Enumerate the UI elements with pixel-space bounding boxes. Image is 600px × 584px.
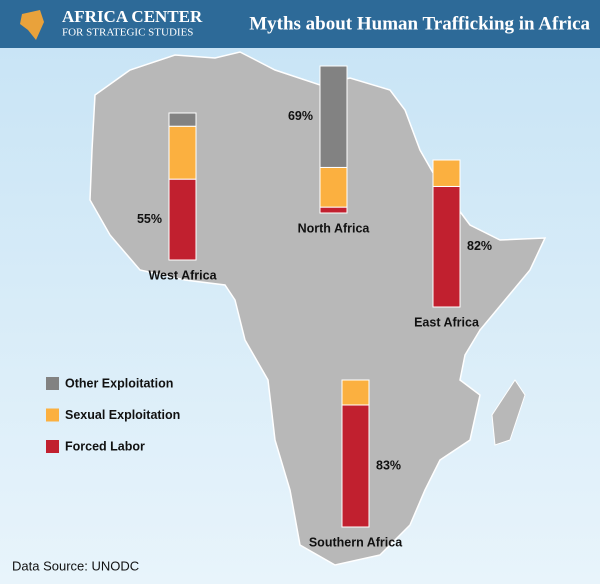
legend-swatch <box>46 377 59 390</box>
legend-swatch <box>46 440 59 453</box>
org-subtitle: FOR STRATEGIC STUDIES <box>62 27 193 39</box>
source-note: Data Source: UNODC <box>12 558 139 573</box>
value-label: 82% <box>467 239 492 253</box>
header-bar <box>0 0 600 48</box>
bar-segment <box>341 404 370 528</box>
legend-label: Other Exploitation <box>65 376 173 390</box>
region-label: West Africa <box>148 268 217 282</box>
value-label: 69% <box>288 109 313 123</box>
madagascar <box>491 379 526 446</box>
bar-segment <box>319 206 348 214</box>
region-label: East Africa <box>414 315 480 329</box>
region-label: North Africa <box>298 221 371 235</box>
bar-segment <box>319 65 348 168</box>
chart-title: Myths about Human Trafficking in Africa <box>249 13 590 34</box>
value-label: 55% <box>137 212 162 226</box>
legend-label: Forced Labor <box>65 439 145 453</box>
bar-segment <box>432 185 461 308</box>
bar-segment <box>341 379 370 406</box>
value-label: 83% <box>376 458 401 472</box>
bar-segment <box>168 112 197 127</box>
region-label: Southern Africa <box>309 535 403 549</box>
logo-icon <box>20 10 44 40</box>
org-name: AFRICA CENTER <box>62 7 203 26</box>
bar-segment <box>168 178 197 261</box>
bar-segment <box>168 125 197 180</box>
legend-label: Sexual Exploitation <box>65 408 180 422</box>
bar-segment <box>319 166 348 208</box>
bar-segment <box>432 159 461 187</box>
legend-swatch <box>46 408 59 422</box>
